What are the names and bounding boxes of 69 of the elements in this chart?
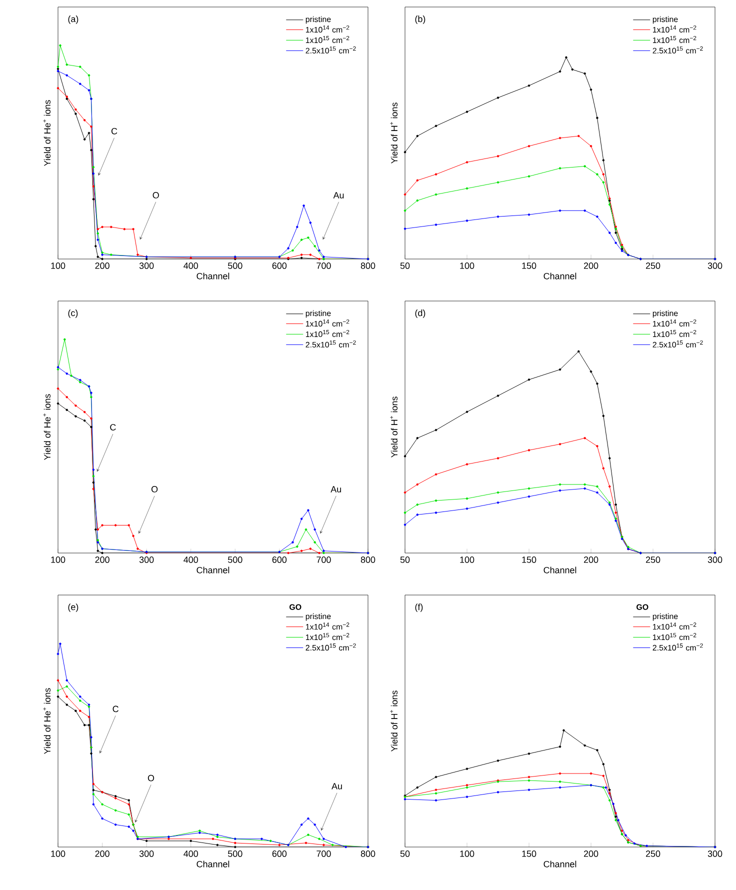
x-tick-label: 800 [360,850,376,857]
x-tick-label: 800 [360,262,376,269]
annotation: O [152,192,159,198]
x-tick-label: 300 [708,850,722,857]
x-axis-title: Channel [544,860,576,868]
annotation: Au [332,783,342,790]
chart-title: (a) [68,16,78,24]
x-axis-title: Channel [544,566,576,574]
x-axis-title: Channel [196,860,230,868]
x-tick-label: 400 [184,850,198,857]
x-tick-label: 400 [184,556,198,563]
annotation: O [148,774,154,782]
annotation: C [112,706,118,712]
x-tick-label: 100 [460,850,474,857]
annotation: O [151,486,158,492]
x-tick-label: 250 [646,556,660,563]
chart-title: (f) [415,604,423,612]
x-tick-label: 500 [228,850,242,857]
chart-title: (c) [68,310,78,318]
annotation: Au [330,486,341,492]
x-tick-label: 100 [460,262,474,269]
x-tick-label: 500 [228,556,242,563]
x-tick-label: 150 [522,262,536,269]
x-tick-label: 600 [272,262,287,269]
x-tick-label: 600 [272,850,287,857]
x-tick-label: 300 [139,850,154,857]
x-axis-title: Channel [544,272,576,280]
y-axis-title: Yield of He$^{+}$ ions [43,394,50,460]
y-axis-title: Yield of H$^{+}$ ions [390,690,398,752]
chart-title: (d) [415,310,426,318]
annotation: Au [333,192,344,198]
y-axis-title: Yield of H$^{+}$ ions [390,102,398,164]
x-tick-label: 100 [51,556,66,563]
x-tick-label: 50 [400,850,410,857]
x-tick-label: 700 [316,262,331,269]
x-tick-label: 600 [272,556,287,563]
x-tick-label: 150 [522,850,536,857]
x-tick-label: 300 [708,262,722,269]
x-axis-title: Channel [196,566,230,574]
annotation: C [110,424,116,430]
x-tick-label: 50 [400,262,410,269]
x-tick-label: 200 [95,262,110,269]
x-tick-label: 500 [228,262,242,269]
chart-title: (b) [415,16,426,24]
y-axis-title: Yield of He$^{+}$ ions [43,688,50,754]
x-tick-label: 200 [584,850,598,857]
x-tick-label: 50 [400,556,410,563]
x-tick-label: 300 [708,556,722,563]
annotation: C [111,128,118,134]
x-tick-label: 100 [51,262,66,269]
x-tick-label: 200 [584,556,598,563]
x-tick-label: 150 [522,556,536,563]
x-tick-label: 800 [360,556,376,563]
y-axis-title: Yield of H$^{+}$ ions [390,396,398,458]
x-tick-label: 400 [184,262,198,269]
x-tick-label: 700 [316,556,331,563]
x-tick-label: 250 [646,262,660,269]
x-tick-label: 300 [139,262,154,269]
chart-title: (e) [68,604,78,612]
x-tick-label: 200 [584,262,598,269]
x-axis-title: Channel [196,272,230,280]
x-tick-label: 200 [95,850,110,857]
x-tick-label: 700 [316,850,331,857]
x-tick-label: 300 [139,556,154,563]
x-tick-label: 200 [95,556,110,563]
x-tick-label: 100 [51,850,66,857]
x-tick-label: 100 [460,556,474,563]
x-tick-label: 250 [646,850,660,857]
y-axis-title: Yield of He$^{+}$ ions [43,100,50,166]
